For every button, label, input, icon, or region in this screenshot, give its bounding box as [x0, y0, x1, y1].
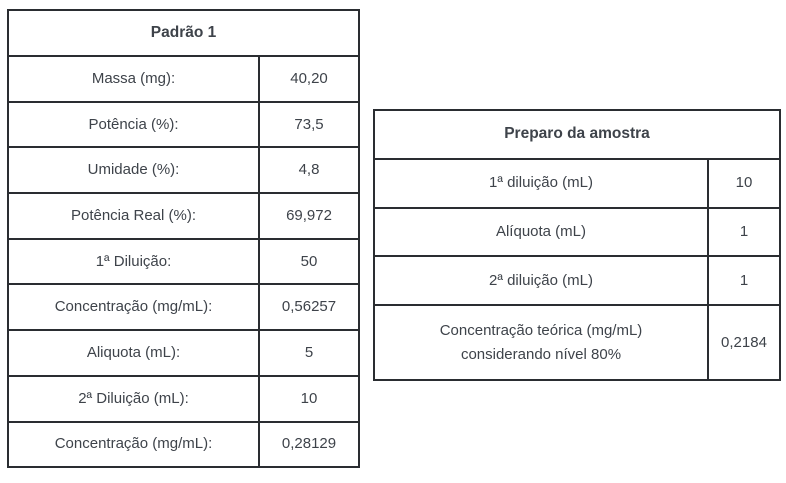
row-value: 1 — [707, 255, 781, 307]
row-label: Umidade (%): — [7, 146, 260, 195]
row-label: 2ª diluição (mL) — [373, 255, 709, 307]
row-label: 1ª Diluição: — [7, 237, 260, 286]
row-value: 10 — [707, 158, 781, 209]
row-value: 5 — [257, 329, 361, 377]
row-value: 0,28129 — [257, 420, 361, 469]
row-label: Massa (mg): — [7, 55, 260, 103]
table-row: Concentração (mg/mL): 0,56257 — [7, 283, 361, 332]
table-row: 1ª diluição (mL) 10 — [373, 158, 781, 209]
table-row: Massa (mg): 40,20 — [7, 55, 361, 103]
preparo-da-amostra-table: Preparo da amostra 1ª diluição (mL) 10 A… — [373, 109, 781, 382]
row-value: 10 — [257, 374, 361, 423]
table-title: Padrão 1 — [6, 9, 361, 57]
row-label: Alíquota (mL) — [373, 206, 709, 258]
row-value: 1 — [707, 206, 781, 258]
table-row: Umidade (%): 4,8 — [7, 146, 361, 195]
padrao-1-table: Padrão 1 Massa (mg): 40,20 Potência (%):… — [6, 9, 361, 469]
table-row: 2ª Diluição (mL): 10 — [7, 374, 361, 423]
row-label: Concentração (mg/mL): — [7, 283, 260, 332]
table-row: Potência Real (%): 69,972 — [7, 192, 361, 240]
row-label: 1ª diluição (mL) — [373, 158, 709, 209]
row-label: 2ª Diluição (mL): — [7, 374, 260, 423]
table-title: Preparo da amostra — [373, 109, 781, 160]
row-value: 69,972 — [257, 192, 361, 240]
table-row: Aliquota (mL): 5 — [7, 329, 361, 377]
table-row: Potência (%): 73,5 — [7, 100, 361, 149]
row-label: Potência (%): — [7, 100, 260, 149]
table-row: Alíquota (mL) 1 — [373, 206, 781, 258]
row-value: 50 — [257, 237, 361, 286]
row-value: 40,20 — [257, 55, 361, 103]
row-value: 0,56257 — [257, 283, 361, 332]
row-value: 4,8 — [257, 146, 361, 195]
table-row: 2ª diluição (mL) 1 — [373, 255, 781, 307]
row-value: 0,2184 — [707, 304, 781, 382]
table-header-row: Preparo da amostra — [373, 109, 781, 160]
row-label: Concentração teórica (mg/mL) considerand… — [373, 304, 709, 382]
table-row: 1ª Diluição: 50 — [7, 237, 361, 286]
table-row: Concentração (mg/mL): 0,28129 — [7, 420, 361, 469]
row-label: Potência Real (%): — [7, 192, 260, 240]
row-label: Concentração (mg/mL): — [7, 420, 260, 469]
row-value: 73,5 — [257, 100, 361, 149]
table-header-row: Padrão 1 — [6, 9, 361, 57]
table-row: Concentração teórica (mg/mL) considerand… — [373, 304, 781, 382]
row-label: Aliquota (mL): — [7, 329, 260, 377]
